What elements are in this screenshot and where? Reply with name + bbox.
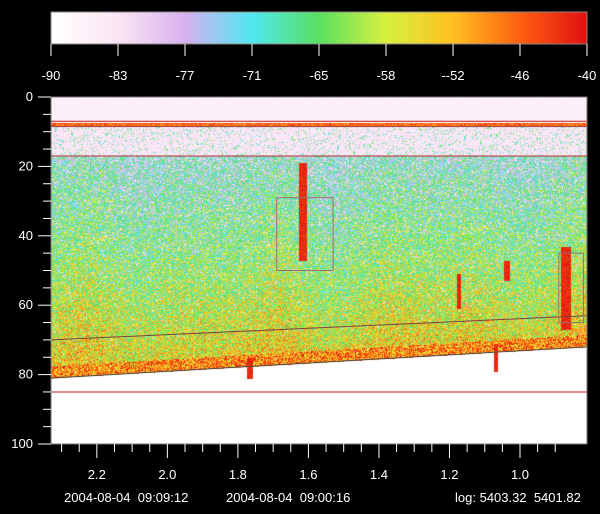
colorbar-tick-label: -65 [310,68,329,83]
colorbar-tick-label: -46 [511,68,530,83]
x-tick-label: 1.6 [299,467,317,482]
x-axis: 2.2 2.0 1.8 1.6 1.4 1.2 1.0 [61,444,556,482]
x-tick-label: 1.2 [440,467,458,482]
colorbar-tick-label: -58 [377,68,396,83]
x-tick-label: 1.8 [229,467,247,482]
y-tick-label: 100 [11,436,33,451]
footer-date-start: 2004-08-04 [64,490,131,505]
y-tick-label: 0 [26,89,33,104]
footer-start: 2004-08-04 09:09:12 [64,490,188,505]
footer-time-end: 09:00:16 [299,490,351,505]
x-tick-label: 2.2 [88,467,106,482]
x-tick-label: 1.0 [511,467,529,482]
sloped-line [51,315,587,341]
x-tick-label: 2.0 [158,467,176,482]
colorbar-tick-label: -71 [243,68,262,83]
footer-end: 2004-08-04 09:00:16 [226,490,350,505]
y-axis: 0 20 40 60 80 100 [11,89,51,451]
footer-log: log: 5403.32 5401.82 [455,490,581,505]
colorbar [50,11,588,45]
y-tick-label: 80 [19,367,33,382]
footer-log-label: log: [455,490,476,505]
y-tick-label: 60 [19,297,33,312]
region-box [276,197,334,272]
colorbar-tick-label: --52 [441,68,464,83]
footer-log-start: 5403.32 [479,490,527,505]
x-tick-label: 1.4 [370,467,388,482]
colorbar-tick-marks [50,44,588,56]
colorbar-tick-label: -90 [42,68,61,83]
colorbar-tick-label: -83 [109,68,128,83]
footer-date-end: 2004-08-04 [226,490,293,505]
footer-time-start: 09:09:12 [137,490,189,505]
colorbar-tick-labels: -90 -83 -77 -71 -65 -58 --52 -46 -40 [42,68,597,83]
y-tick-label: 40 [19,228,33,243]
region-box [558,252,584,324]
colorbar-tick-label: -77 [176,68,195,83]
plot-overlays [51,120,587,393]
sloped-line [51,346,587,379]
colorbar-tick-label: -40 [578,68,597,83]
footer-log-end: 5401.82 [533,490,581,505]
y-tick-label: 20 [19,158,33,173]
